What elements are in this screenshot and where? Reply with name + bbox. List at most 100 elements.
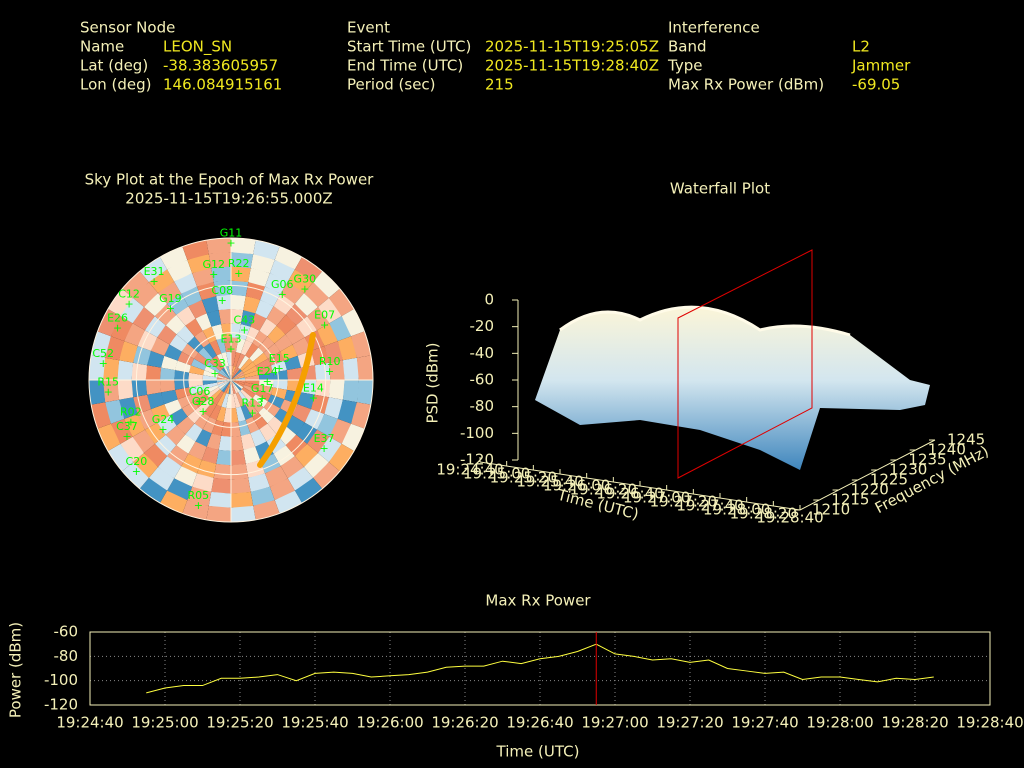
satellite-label: R22	[228, 257, 250, 270]
heat-cell	[206, 505, 231, 522]
satellite-marker: +	[234, 267, 243, 280]
heat-cell	[167, 445, 189, 467]
y-tick-label: 1225	[870, 471, 908, 489]
heat-cell	[117, 380, 134, 400]
satellite-marker: +	[166, 302, 175, 315]
satellite-label: G30	[294, 273, 317, 286]
satellite-marker: +	[195, 395, 204, 408]
heat-cell	[244, 382, 259, 390]
heat-cell	[231, 369, 242, 380]
heat-cell	[188, 441, 207, 461]
heat-cell	[231, 380, 245, 385]
heat-cell	[271, 360, 287, 373]
heat-cell	[337, 399, 357, 424]
x-tick-label: 19:27:40	[731, 714, 798, 732]
heat-cell	[213, 280, 231, 297]
heat-cell	[253, 240, 280, 260]
heat-cell	[195, 429, 212, 447]
heat-cell	[231, 380, 246, 383]
heat-cell	[143, 443, 168, 468]
heat-cell	[181, 343, 199, 359]
chart-title: Max Rx Power	[485, 592, 591, 610]
heat-cell	[208, 491, 231, 508]
heat-cell	[245, 343, 259, 359]
x-tick-label: 19:26:00	[356, 714, 423, 732]
heat-cell	[202, 375, 218, 380]
heat-cell	[296, 422, 318, 444]
heat-cell	[238, 355, 250, 370]
heat-cell	[250, 254, 275, 274]
heat-cell	[248, 473, 270, 492]
heat-cell	[192, 268, 214, 287]
heat-cell	[117, 360, 134, 380]
z-tick-label: -80	[470, 397, 495, 415]
heat-cell	[221, 323, 231, 339]
heat-cell	[287, 269, 314, 293]
heat-cell	[284, 355, 301, 371]
heat-cell	[175, 387, 191, 400]
satellite-label: R10	[319, 355, 341, 368]
heat-cell	[235, 353, 246, 368]
satellite-label: G12	[202, 258, 225, 271]
x-tick-label: 19:25:20	[206, 714, 273, 732]
y-tick-label: 1240	[928, 441, 966, 459]
heat-cell	[231, 463, 249, 480]
x-tick-label: 19:28:40	[956, 714, 1023, 732]
heat-cell	[328, 380, 345, 400]
heat-cell	[296, 316, 318, 338]
heat-cell	[217, 372, 231, 380]
heat-cell	[238, 420, 251, 436]
heat-cell	[216, 392, 227, 407]
heat-cell	[231, 421, 241, 437]
heat-cell	[238, 390, 250, 405]
heat-cell	[97, 423, 121, 451]
satellite-marker: +	[278, 288, 287, 301]
satellite-label: C20	[126, 455, 148, 468]
heat-cell	[187, 407, 204, 424]
heat-cell	[157, 281, 182, 304]
heat-cell	[223, 337, 231, 353]
heat-cell	[263, 401, 281, 417]
heat-cell	[231, 337, 239, 353]
heat-cell	[351, 331, 371, 358]
heat-cell	[248, 268, 270, 287]
x-tick-label: 19:25:00	[131, 714, 198, 732]
heat-cell	[209, 389, 222, 402]
x-tick-label: 19:28:40	[756, 509, 823, 527]
heat-cell	[240, 389, 253, 402]
heat-cell	[206, 433, 222, 450]
satellite-marker: +	[300, 283, 309, 296]
heat-cell	[209, 404, 222, 421]
y-tick-label: 1220	[851, 481, 889, 499]
y-tick-label: -80	[54, 647, 79, 665]
heat-cell	[329, 316, 352, 342]
heat-cell	[190, 358, 207, 371]
heat-cell	[231, 380, 245, 388]
heat-cell	[231, 449, 246, 466]
heat-cell	[211, 477, 231, 494]
satellite-marker: +	[198, 405, 207, 418]
heat-cell	[133, 346, 151, 366]
heat-cell	[218, 309, 231, 325]
field-label: Max Rx Power (dBm)	[668, 76, 824, 94]
heat-cell	[176, 325, 195, 344]
y-tick-label: -60	[54, 623, 79, 641]
heat-cell	[105, 399, 125, 424]
satellite-marker: +	[132, 465, 141, 478]
surface-ridge	[559, 305, 851, 337]
z-tick-label: -60	[470, 371, 495, 389]
heat-cell	[177, 351, 195, 366]
heat-cell	[314, 362, 331, 380]
heat-cell	[245, 416, 260, 434]
heat-cell	[252, 330, 268, 348]
heat-cell	[273, 445, 295, 467]
heat-cell	[235, 338, 246, 354]
satellite-label: R02	[120, 405, 142, 418]
heat-cell	[240, 404, 253, 421]
heat-cell	[231, 380, 234, 395]
heat-cell	[89, 380, 106, 405]
heat-cell	[194, 412, 210, 430]
heat-cell	[243, 384, 258, 395]
heat-cell	[189, 365, 205, 376]
heat-cell	[202, 416, 217, 434]
